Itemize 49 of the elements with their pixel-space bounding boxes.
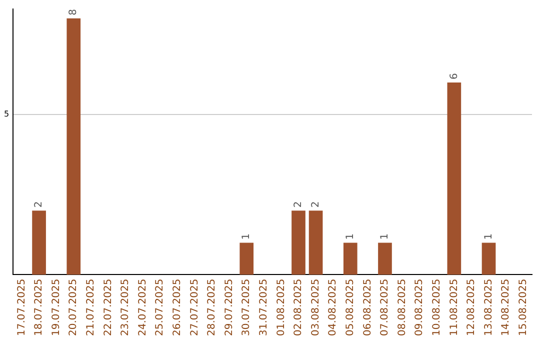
x-tick-label: 20.07.2025 [68,278,80,336]
bar [447,82,462,275]
data-label: 1 [483,233,494,240]
bar [482,242,496,275]
x-tick-label: 24.07.2025 [137,278,148,336]
bar [378,242,392,275]
x-tick-label: 08.08.2025 [396,278,408,336]
data-label: 1 [241,233,252,240]
x-tick-label: 19.07.2025 [50,278,62,336]
x-tick-label: 23.07.2025 [120,278,132,336]
x-tick-label: 13.08.2025 [483,278,494,336]
x-tick-label: 09.08.2025 [414,278,426,336]
bar [240,242,254,275]
x-tick-label: 25.07.2025 [154,278,166,336]
bar [308,210,323,275]
x-tick-label: 05.08.2025 [344,278,356,336]
data-label: 2 [293,201,304,208]
x-tick-label: 29.07.2025 [224,278,235,336]
x-tick-label: 28.07.2025 [206,278,218,336]
x-tick-label: 22.07.2025 [102,278,114,336]
x-tick-label: 31.07.2025 [258,278,270,336]
data-label: 2 [34,201,45,208]
bar [66,18,81,275]
data-label: 2 [310,201,322,208]
x-tick-label: 01.08.2025 [276,278,287,336]
data-label: 1 [344,233,356,240]
x-tick-label: 02.08.2025 [293,278,304,336]
x-tick-label: 21.07.2025 [86,278,97,336]
data-label: 1 [380,233,391,240]
x-tick-label: 03.08.2025 [310,278,322,336]
x-tick-label: 12.08.2025 [466,278,478,336]
bar [292,210,306,275]
data-label: 6 [448,73,460,80]
x-tick-label: 07.08.2025 [380,278,391,336]
x-tick-label: 14.08.2025 [500,278,512,336]
bar [343,242,358,275]
x-tick-label: 10.08.2025 [431,278,442,336]
data-label: 8 [68,9,80,16]
y-tick-label: 5 [4,110,10,119]
x-tick-label: 30.07.2025 [241,278,252,336]
bar [32,210,46,275]
x-tick-label: 17.07.2025 [16,278,28,336]
x-tick-label: 15.08.2025 [518,278,529,336]
x-tick-label: 06.08.2025 [362,278,374,336]
x-tick-label: 04.08.2025 [328,278,339,336]
x-tick-label: 27.07.2025 [189,278,200,336]
x-tick-label: 26.07.2025 [172,278,184,336]
x-tick-label: 18.07.2025 [34,278,45,336]
x-tick-label: 11.08.2025 [448,278,460,336]
